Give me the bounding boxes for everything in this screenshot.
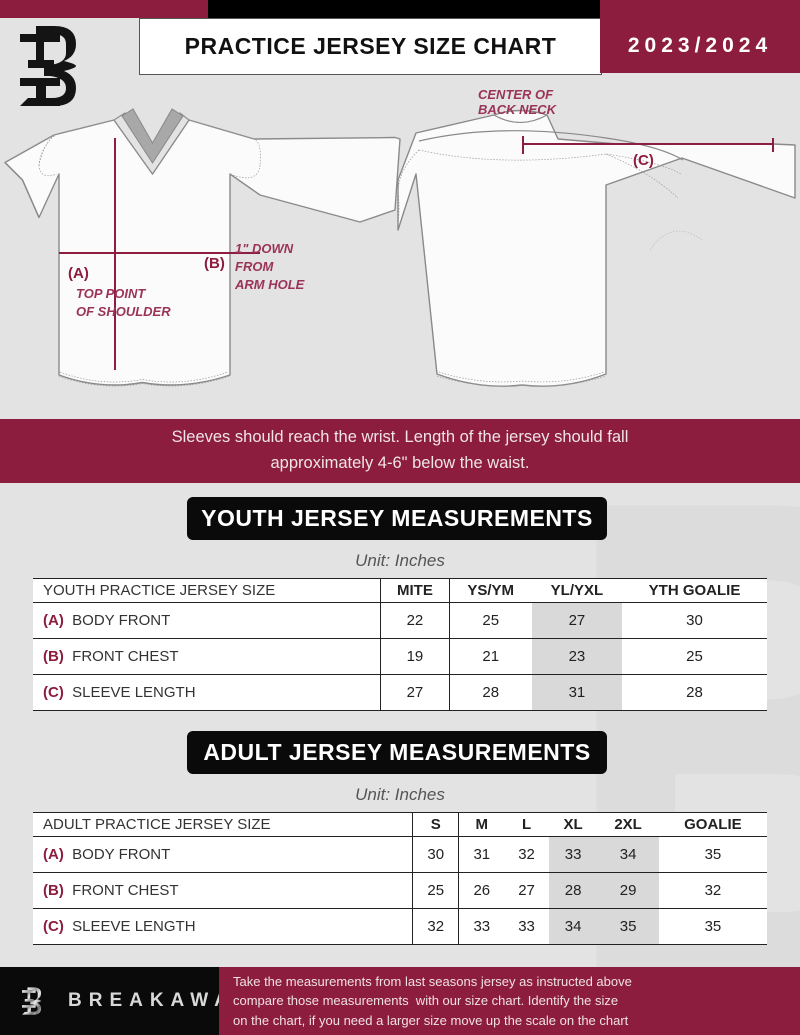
svg-text:(A): (A) <box>68 265 89 282</box>
svg-text:OF SHOULDER: OF SHOULDER <box>76 304 171 319</box>
svg-text:CENTER OF: CENTER OF <box>478 87 554 102</box>
svg-text:(B): (B) <box>204 255 225 272</box>
svg-text:TOP POINT: TOP POINT <box>76 286 146 301</box>
svg-text:ARM HOLE: ARM HOLE <box>234 277 305 292</box>
svg-text:FROM: FROM <box>235 259 274 274</box>
svg-text:(C): (C) <box>633 152 654 169</box>
svg-text:BACK NECK: BACK NECK <box>478 102 558 117</box>
svg-text:1" DOWN: 1" DOWN <box>235 241 294 256</box>
